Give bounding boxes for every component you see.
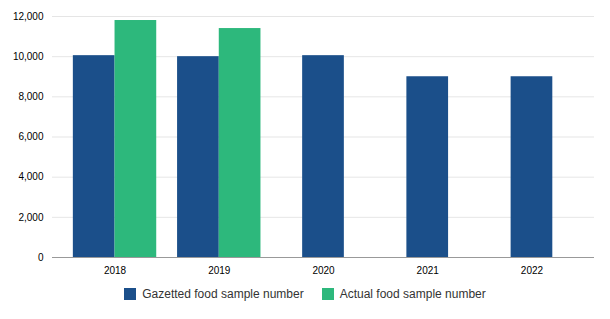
svg-text:2022: 2022 [521, 265, 544, 276]
svg-text:8,000: 8,000 [18, 91, 43, 102]
svg-text:2,000: 2,000 [18, 212, 43, 223]
html-text:Actual food sample number: Actual food sample number [339, 287, 486, 301]
svg-text:0: 0 [38, 252, 44, 263]
svg-text:2019: 2019 [208, 265, 231, 276]
svg-text:2018: 2018 [104, 265, 127, 276]
svg-text:12,000: 12,000 [13, 11, 44, 22]
html-text:Gazetted food sample number: Gazetted food sample number [142, 287, 304, 301]
svg-text:6,000: 6,000 [18, 131, 43, 142]
svg-text:2020: 2020 [312, 265, 335, 276]
svg-text:10,000: 10,000 [13, 51, 44, 62]
svg-text:2021: 2021 [417, 265, 440, 276]
svg-text:4,000: 4,000 [18, 171, 43, 182]
